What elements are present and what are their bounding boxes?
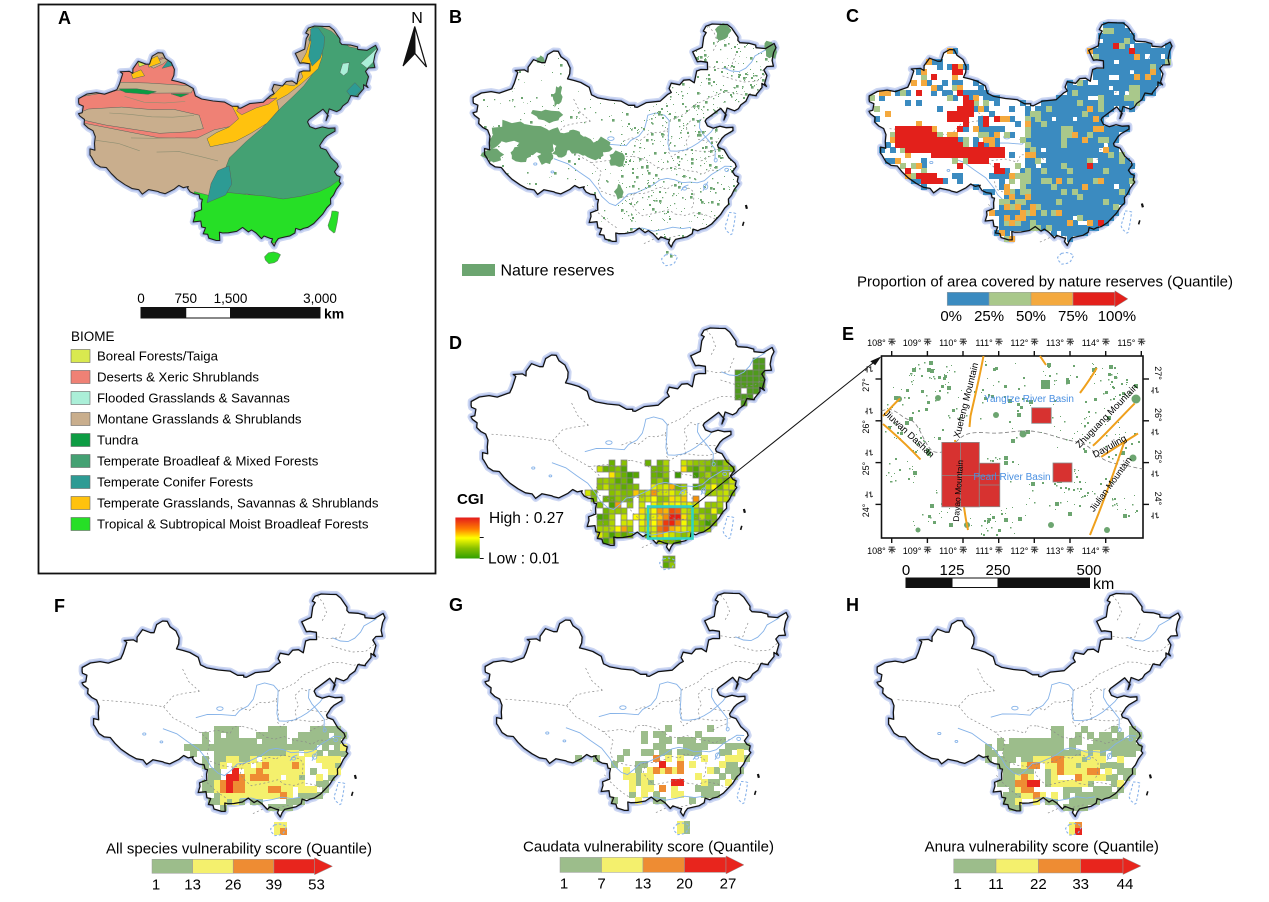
svg-text:High : 0.27: High : 0.27 [489, 510, 564, 527]
svg-text:25%: 25% [974, 308, 1004, 325]
svg-text:750: 750 [174, 291, 197, 306]
svg-text:27°: 27° [861, 378, 871, 392]
svg-text:22: 22 [1030, 876, 1047, 893]
svg-text:km: km [1093, 576, 1114, 593]
svg-text:20: 20 [676, 876, 693, 893]
svg-text:Temperate Grasslands, Savannas: Temperate Grasslands, Savannas & Shrubla… [97, 496, 379, 511]
svg-text:0%: 0% [940, 308, 962, 325]
svg-text:Flooded Grasslands & Savannas: Flooded Grasslands & Savannas [97, 391, 290, 406]
svg-text:111°: 111° [975, 338, 993, 348]
svg-text:Tropical & Subtropical Moist B: Tropical & Subtropical Moist Broadleaf F… [97, 517, 369, 532]
svg-text:115°: 115° [1117, 338, 1135, 348]
svg-text:Nature reserves: Nature reserves [501, 263, 615, 280]
svg-text:109°: 109° [903, 338, 922, 348]
svg-text:Dayao Mountain: Dayao Mountain [951, 459, 965, 522]
svg-text:Tundra: Tundra [97, 433, 139, 448]
svg-text:H: H [846, 595, 859, 615]
svg-text:26: 26 [225, 877, 242, 894]
svg-text:Pearl River Basin: Pearl River Basin [973, 472, 1050, 483]
svg-text:Deserts & Xeric Shrublands: Deserts & Xeric Shrublands [97, 370, 259, 385]
svg-text:25°: 25° [1153, 450, 1163, 464]
svg-text:33: 33 [1072, 876, 1089, 893]
svg-text:13: 13 [184, 877, 201, 894]
svg-text:B: B [449, 7, 462, 27]
svg-text:114°: 114° [1082, 546, 1100, 556]
svg-text:24°: 24° [861, 503, 871, 517]
svg-text:N: N [411, 10, 423, 27]
svg-text:E: E [842, 324, 854, 344]
svg-text:500: 500 [1076, 562, 1101, 579]
svg-text:C: C [846, 6, 859, 26]
svg-text:G: G [449, 595, 463, 615]
svg-text:108°: 108° [867, 338, 886, 348]
svg-text:112°: 112° [1010, 338, 1028, 348]
svg-text:Temperate Broadleaf & Mixed Fo: Temperate Broadleaf & Mixed Forests [97, 454, 319, 469]
svg-text:110°: 110° [939, 338, 957, 348]
svg-text:Temperate Conifer Forests: Temperate Conifer Forests [97, 475, 254, 490]
svg-text:250: 250 [985, 562, 1010, 579]
svg-text:F: F [54, 596, 65, 616]
svg-text:Montane Grasslands & Shrubland: Montane Grasslands & Shrublands [97, 412, 302, 427]
svg-text:114°: 114° [1082, 338, 1100, 348]
svg-text:BIOME: BIOME [71, 329, 115, 344]
svg-text:Low : 0.01: Low : 0.01 [488, 551, 560, 568]
svg-text:Proportion of area covered by: Proportion of area covered by nature res… [857, 274, 1233, 291]
svg-text:CGI: CGI [457, 491, 484, 508]
svg-text:0: 0 [137, 291, 145, 306]
svg-text:24°: 24° [1153, 492, 1163, 506]
svg-text:A: A [58, 8, 71, 28]
svg-text:7: 7 [597, 876, 605, 893]
svg-text:Anura vulnerability score (Qua: Anura vulnerability score (Quantile) [925, 839, 1159, 856]
svg-text:0: 0 [902, 562, 910, 579]
svg-text:3,000: 3,000 [303, 291, 337, 306]
svg-text:1,500: 1,500 [214, 291, 248, 306]
svg-text:1: 1 [954, 876, 962, 893]
svg-text:11: 11 [988, 876, 1004, 893]
svg-text:1: 1 [560, 876, 568, 893]
svg-text:125: 125 [939, 562, 964, 579]
svg-text:Caudata vulnerability score (Q: Caudata vulnerability score (Quantile) [523, 839, 774, 856]
svg-text:All species vulnerability scor: All species vulnerability score (Quantil… [106, 841, 372, 858]
svg-text:27: 27 [720, 876, 737, 893]
svg-text:50%: 50% [1016, 308, 1046, 325]
svg-text:108°: 108° [867, 546, 886, 556]
svg-text:27°: 27° [1153, 366, 1163, 380]
svg-text:25°: 25° [861, 461, 871, 475]
svg-text:109°: 109° [903, 546, 922, 556]
svg-text:39: 39 [266, 877, 283, 894]
svg-text:113°: 113° [1046, 546, 1064, 556]
svg-text:111°: 111° [975, 546, 993, 556]
svg-text:112°: 112° [1010, 546, 1028, 556]
svg-text:D: D [449, 333, 462, 353]
svg-text:26°: 26° [861, 420, 871, 434]
svg-text:53: 53 [308, 877, 325, 894]
svg-text:Boreal Forests/Taiga: Boreal Forests/Taiga [97, 349, 219, 364]
svg-text:75%: 75% [1058, 308, 1088, 325]
svg-text:44: 44 [1117, 876, 1134, 893]
svg-text:113°: 113° [1046, 338, 1064, 348]
svg-text:Yangtze River Basin: Yangtze River Basin [984, 394, 1074, 405]
svg-text:13: 13 [635, 876, 652, 893]
svg-text:26°: 26° [1153, 408, 1163, 422]
svg-text:100%: 100% [1098, 308, 1136, 325]
svg-text:110°: 110° [939, 546, 957, 556]
svg-text:km: km [324, 306, 344, 322]
svg-text:1: 1 [152, 877, 160, 894]
